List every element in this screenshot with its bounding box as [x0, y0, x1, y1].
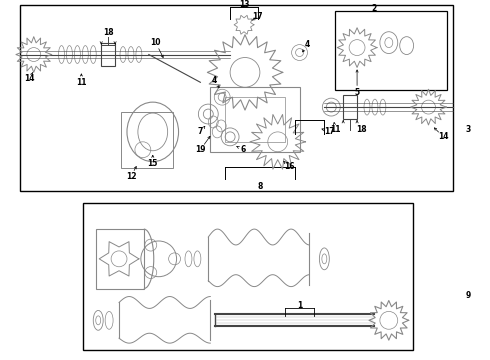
Text: 13: 13: [239, 0, 249, 9]
Text: 1: 1: [297, 301, 302, 310]
Text: 16: 16: [284, 162, 295, 171]
Text: 12: 12: [126, 172, 136, 181]
Text: 4: 4: [212, 76, 217, 85]
Text: 11: 11: [76, 78, 87, 87]
Text: 10: 10: [150, 38, 161, 47]
Text: 14: 14: [438, 132, 449, 141]
Text: 5: 5: [354, 88, 360, 97]
Bar: [343, 95, 357, 119]
Text: 6: 6: [241, 145, 245, 154]
Bar: [335, 11, 447, 90]
Text: 7: 7: [197, 127, 203, 136]
Text: 14: 14: [24, 74, 35, 83]
Text: 11: 11: [330, 125, 341, 134]
Text: 17: 17: [324, 127, 335, 136]
Text: 9: 9: [466, 291, 471, 300]
Bar: [225, 97, 285, 142]
Bar: [101, 42, 115, 67]
Text: 8: 8: [257, 182, 263, 191]
Text: 15: 15: [147, 159, 158, 168]
Text: 3: 3: [466, 125, 471, 134]
Text: 19: 19: [195, 145, 206, 154]
Bar: [210, 87, 299, 152]
Bar: [83, 203, 413, 350]
Text: 18: 18: [103, 28, 114, 37]
Bar: [20, 5, 453, 192]
Bar: [96, 229, 144, 289]
Bar: [121, 112, 172, 168]
Text: 2: 2: [371, 4, 376, 13]
Text: 18: 18: [356, 125, 367, 134]
Text: 17: 17: [252, 12, 263, 21]
Text: 4: 4: [305, 40, 310, 49]
